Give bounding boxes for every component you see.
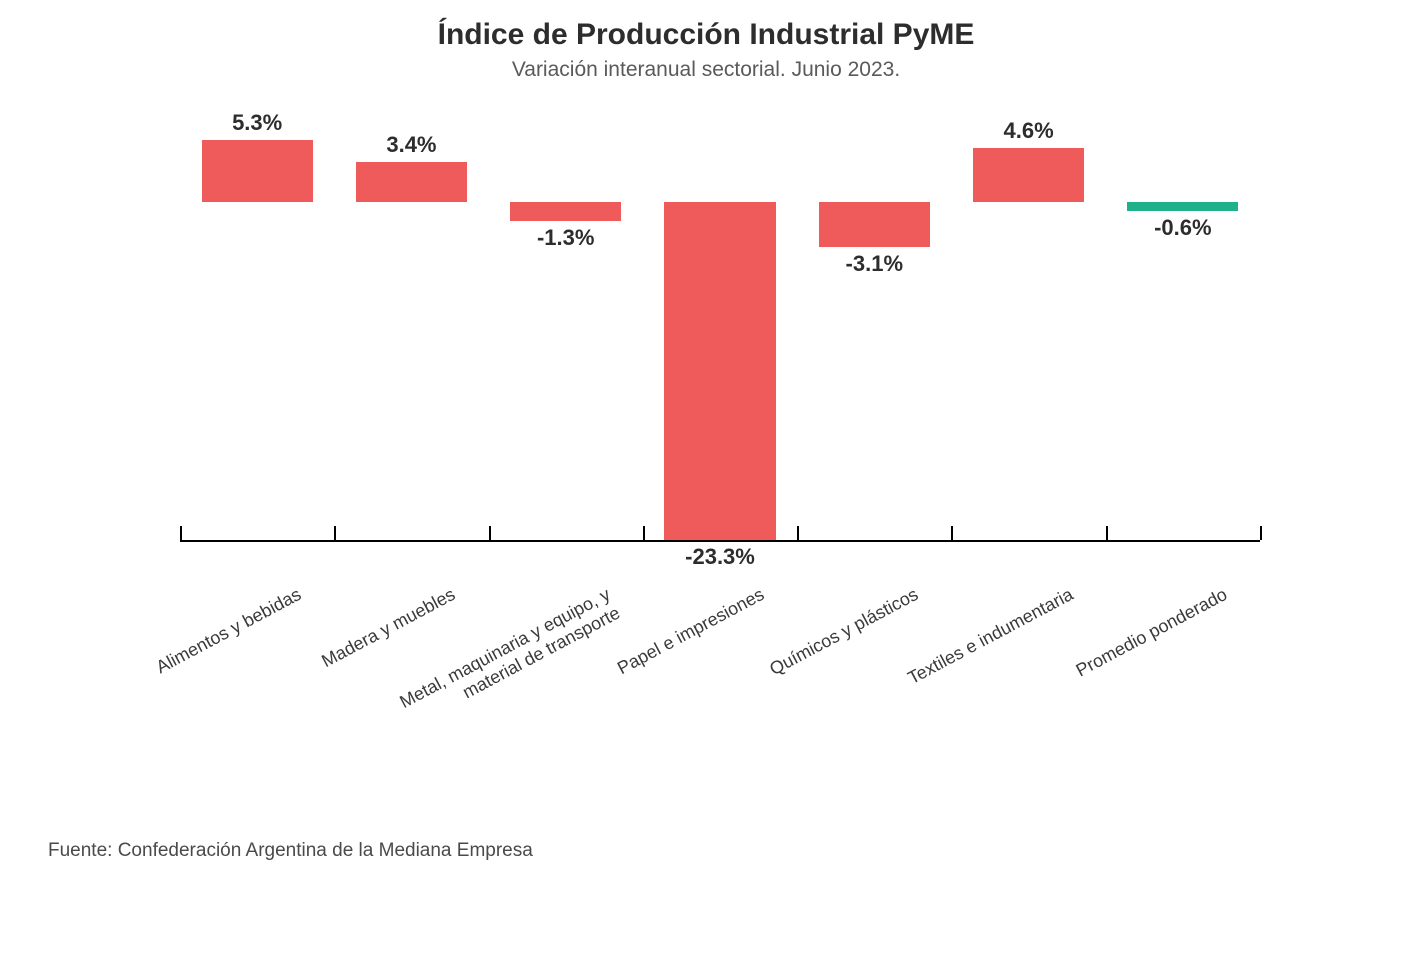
x-axis-tick: [951, 526, 953, 540]
chart-title: Índice de Producción Industrial PyME: [0, 0, 1412, 52]
bar-value-label: 5.3%: [232, 110, 282, 136]
chart-container: Índice de Producción Industrial PyME Var…: [0, 0, 1412, 972]
bar-value-label: -1.3%: [537, 225, 594, 251]
x-axis-tick: [489, 526, 491, 540]
bar: [356, 162, 467, 202]
x-axis-tick: [334, 526, 336, 540]
bar-value-label: -0.6%: [1154, 215, 1211, 241]
chart-source: Fuente: Confederación Argentina de la Me…: [48, 840, 533, 862]
bar: [973, 148, 1084, 202]
bar: [819, 202, 930, 247]
x-axis-tick: [1260, 526, 1262, 540]
x-axis-tick: [180, 526, 182, 540]
x-axis-tick: [797, 526, 799, 540]
bar-value-label: 3.4%: [386, 132, 436, 158]
bar-value-label: 4.6%: [1003, 118, 1053, 144]
bar: [510, 202, 621, 221]
x-axis-tick: [1106, 526, 1108, 540]
bar: [202, 140, 313, 202]
x-axis-tick: [643, 526, 645, 540]
bar-value-label: -3.1%: [846, 251, 903, 277]
bar-value-label: -23.3%: [685, 544, 755, 570]
plot-area: 5.3%Alimentos y bebidas3.4%Madera y mueb…: [180, 140, 1260, 540]
chart-subtitle: Variación interanual sectorial. Junio 20…: [0, 58, 1412, 82]
bar: [1127, 202, 1238, 211]
bar: [664, 202, 775, 540]
x-axis: [180, 540, 1260, 542]
